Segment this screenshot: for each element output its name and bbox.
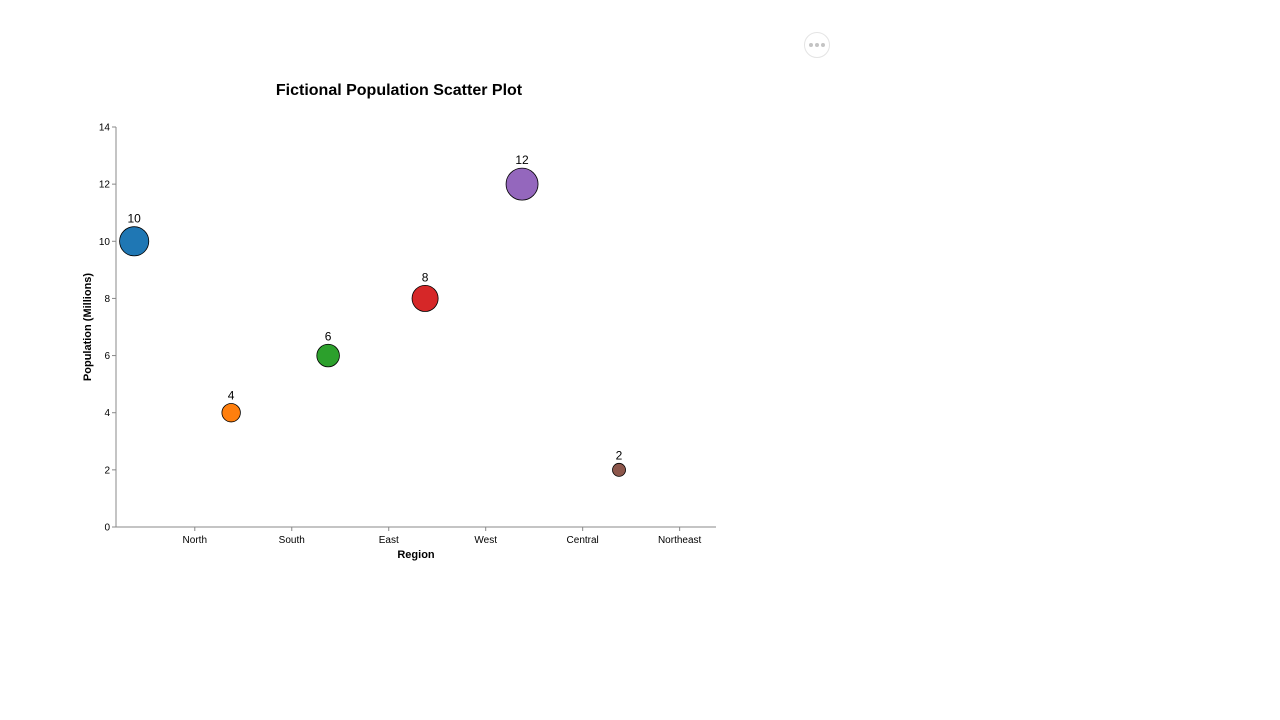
x-tick-label: South (279, 535, 305, 546)
chart-title: Fictional Population Scatter Plot (276, 82, 523, 99)
menu-dot (821, 43, 825, 47)
data-label: 12 (515, 153, 529, 167)
x-tick-label: North (183, 535, 207, 546)
data-point (505, 167, 539, 201)
y-tick-label: 8 (104, 294, 110, 305)
data-point (221, 403, 241, 423)
y-tick-label: 4 (104, 408, 110, 419)
data-label: 4 (228, 388, 235, 402)
chart-menu-button[interactable] (804, 32, 830, 58)
data-points: 10 4 6 8 12 2 (119, 153, 626, 477)
data-label: 6 (325, 329, 332, 343)
y-tick-label: 14 (99, 123, 111, 134)
menu-dot (815, 43, 819, 47)
y-axis-title: Population (Millions) (82, 273, 94, 381)
x-axis-title: Region (397, 549, 435, 561)
data-label: 2 (616, 448, 623, 462)
data-point (316, 343, 340, 368)
menu-dot (809, 43, 813, 47)
x-tick-label: West (474, 535, 497, 546)
x-tick-label: Central (567, 535, 599, 546)
y-tick-label: 0 (104, 523, 110, 534)
y-tick-label: 10 (99, 237, 111, 248)
axes: 0 2 4 6 8 10 12 14 North South East West Central Nort… (99, 123, 716, 546)
x-tick-label: East (379, 535, 399, 546)
data-point (411, 284, 439, 312)
y-tick-label: 2 (104, 465, 110, 476)
data-label: 10 (128, 212, 142, 226)
y-tick-label: 6 (104, 351, 110, 362)
data-point (119, 226, 150, 257)
data-point (612, 462, 626, 477)
y-tick-label: 12 (99, 180, 111, 191)
data-label: 8 (422, 270, 429, 284)
x-tick-label: Northeast (658, 535, 702, 546)
